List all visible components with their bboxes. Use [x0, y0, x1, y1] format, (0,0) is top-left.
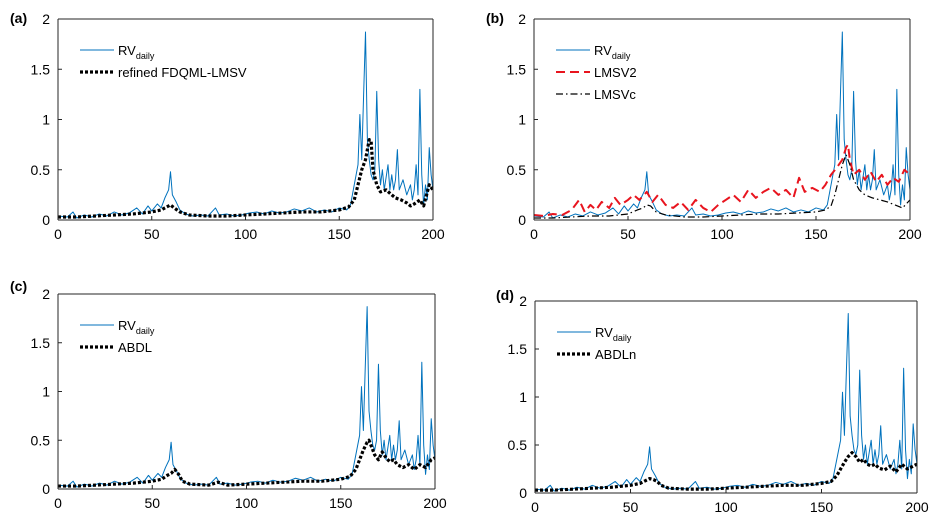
y-tick-label: 2 — [519, 293, 527, 309]
chart-panel-1: (b) 0 50 100 150 200 0 0.5 1 1.5 2 RVdaily LMSV2 LMSV… — [486, 10, 922, 242]
x-tick-label: 200 — [421, 226, 445, 242]
series-line-refined-fdqml-lmsv — [58, 138, 433, 219]
y-tick-label: 1 — [42, 384, 50, 400]
legend-series-name: LMSV2 — [594, 65, 637, 80]
legend: RVdaily ABDLn — [557, 325, 636, 362]
x-tick-label: 150 — [804, 226, 828, 242]
series-line-rv — [535, 312, 917, 492]
legend-entry-label: LMSVc — [594, 87, 636, 102]
legend-series-subscript: daily — [136, 326, 155, 336]
series-line-abdln — [535, 451, 917, 492]
legend: RVdaily LMSV2 LMSVc — [556, 43, 637, 102]
x-tick-label: 50 — [144, 495, 160, 511]
legend-series-name: refined FDQML-LMSV — [118, 65, 247, 80]
y-tick-label: 2 — [518, 11, 526, 27]
y-tick-label: 0 — [42, 212, 50, 228]
y-tick-label: 1.5 — [507, 61, 527, 77]
legend-series-name: RV — [118, 43, 136, 58]
chart-panel-3: (d) 0 50 100 150 200 0 0.5 1 1.5 2 RVdaily ABDLn — [496, 287, 929, 515]
legend-series-name: RV — [595, 325, 613, 340]
x-tick-label: 50 — [144, 226, 160, 242]
legend-series-subscript: daily — [613, 333, 632, 343]
legend-series-name: ABDL — [118, 340, 152, 355]
legend-entry-label: RVdaily — [118, 43, 155, 61]
x-tick-label: 100 — [235, 495, 259, 511]
y-tick-label: 1.5 — [31, 61, 51, 77]
series-line-rv — [58, 31, 433, 219]
y-tick-label: 2 — [42, 11, 50, 27]
y-tick-label: 1 — [42, 112, 50, 128]
x-tick-label: 0 — [54, 226, 62, 242]
y-tick-label: 0 — [519, 485, 527, 501]
x-tick-label: 150 — [810, 499, 834, 515]
y-tick-label: 1 — [519, 389, 527, 405]
chart-panel-0: (a) 0 50 100 150 200 0 0.5 1 1.5 2 RVdaily refined F… — [10, 10, 445, 242]
y-tick-label: 1 — [518, 112, 526, 128]
legend-series-name: RV — [118, 318, 136, 333]
y-tick-label: 0 — [42, 481, 50, 497]
x-tick-label: 150 — [328, 226, 352, 242]
series-line-abdl — [58, 438, 435, 488]
legend-entry-label: refined FDQML-LMSV — [118, 65, 247, 80]
series-line-rv — [534, 31, 910, 219]
y-tick-label: 2 — [42, 286, 50, 302]
panel-label: (a) — [10, 10, 27, 26]
legend-series-name: ABDLn — [595, 347, 636, 362]
panel-label: (b) — [486, 10, 504, 26]
y-tick-label: 0 — [518, 212, 526, 228]
x-tick-label: 200 — [898, 226, 922, 242]
legend-series-subscript: daily — [612, 51, 631, 61]
chart-panel-2: (c) 0 50 100 150 200 0 0.5 1 1.5 2 RVdaily ABDL — [10, 278, 447, 511]
x-tick-label: 0 — [531, 499, 539, 515]
series-line-lmsvc — [534, 154, 910, 219]
legend-entry-label: ABDLn — [595, 347, 636, 362]
legend-entry-label: RVdaily — [594, 43, 631, 61]
x-tick-label: 50 — [623, 499, 639, 515]
legend-series-subscript: daily — [136, 51, 155, 61]
legend-entry-label: ABDL — [118, 340, 152, 355]
legend-entry-label: RVdaily — [118, 318, 155, 336]
y-tick-label: 1.5 — [31, 335, 51, 351]
x-tick-label: 200 — [905, 499, 929, 515]
x-tick-label: 100 — [710, 226, 734, 242]
legend: RVdaily ABDL — [80, 318, 155, 355]
series-line-rv — [58, 306, 435, 488]
legend-entry-label: RVdaily — [595, 325, 632, 343]
panel-label: (c) — [10, 278, 27, 294]
x-tick-label: 0 — [54, 495, 62, 511]
x-tick-label: 150 — [329, 495, 353, 511]
x-tick-label: 0 — [530, 226, 538, 242]
y-tick-label: 0.5 — [31, 162, 51, 178]
legend-series-name: LMSVc — [594, 87, 636, 102]
legend-entry-label: LMSV2 — [594, 65, 637, 80]
y-tick-label: 1.5 — [508, 341, 528, 357]
panel-label: (d) — [496, 287, 514, 303]
x-tick-label: 100 — [234, 226, 258, 242]
x-tick-label: 200 — [423, 495, 447, 511]
y-tick-label: 0.5 — [31, 432, 51, 448]
y-tick-label: 0.5 — [508, 437, 528, 453]
legend-series-name: RV — [594, 43, 612, 58]
x-tick-label: 100 — [714, 499, 738, 515]
y-tick-label: 0.5 — [507, 162, 527, 178]
series-line-lmsv2 — [534, 143, 910, 217]
x-tick-label: 50 — [620, 226, 636, 242]
legend: RVdaily refined FDQML-LMSV — [80, 43, 247, 80]
